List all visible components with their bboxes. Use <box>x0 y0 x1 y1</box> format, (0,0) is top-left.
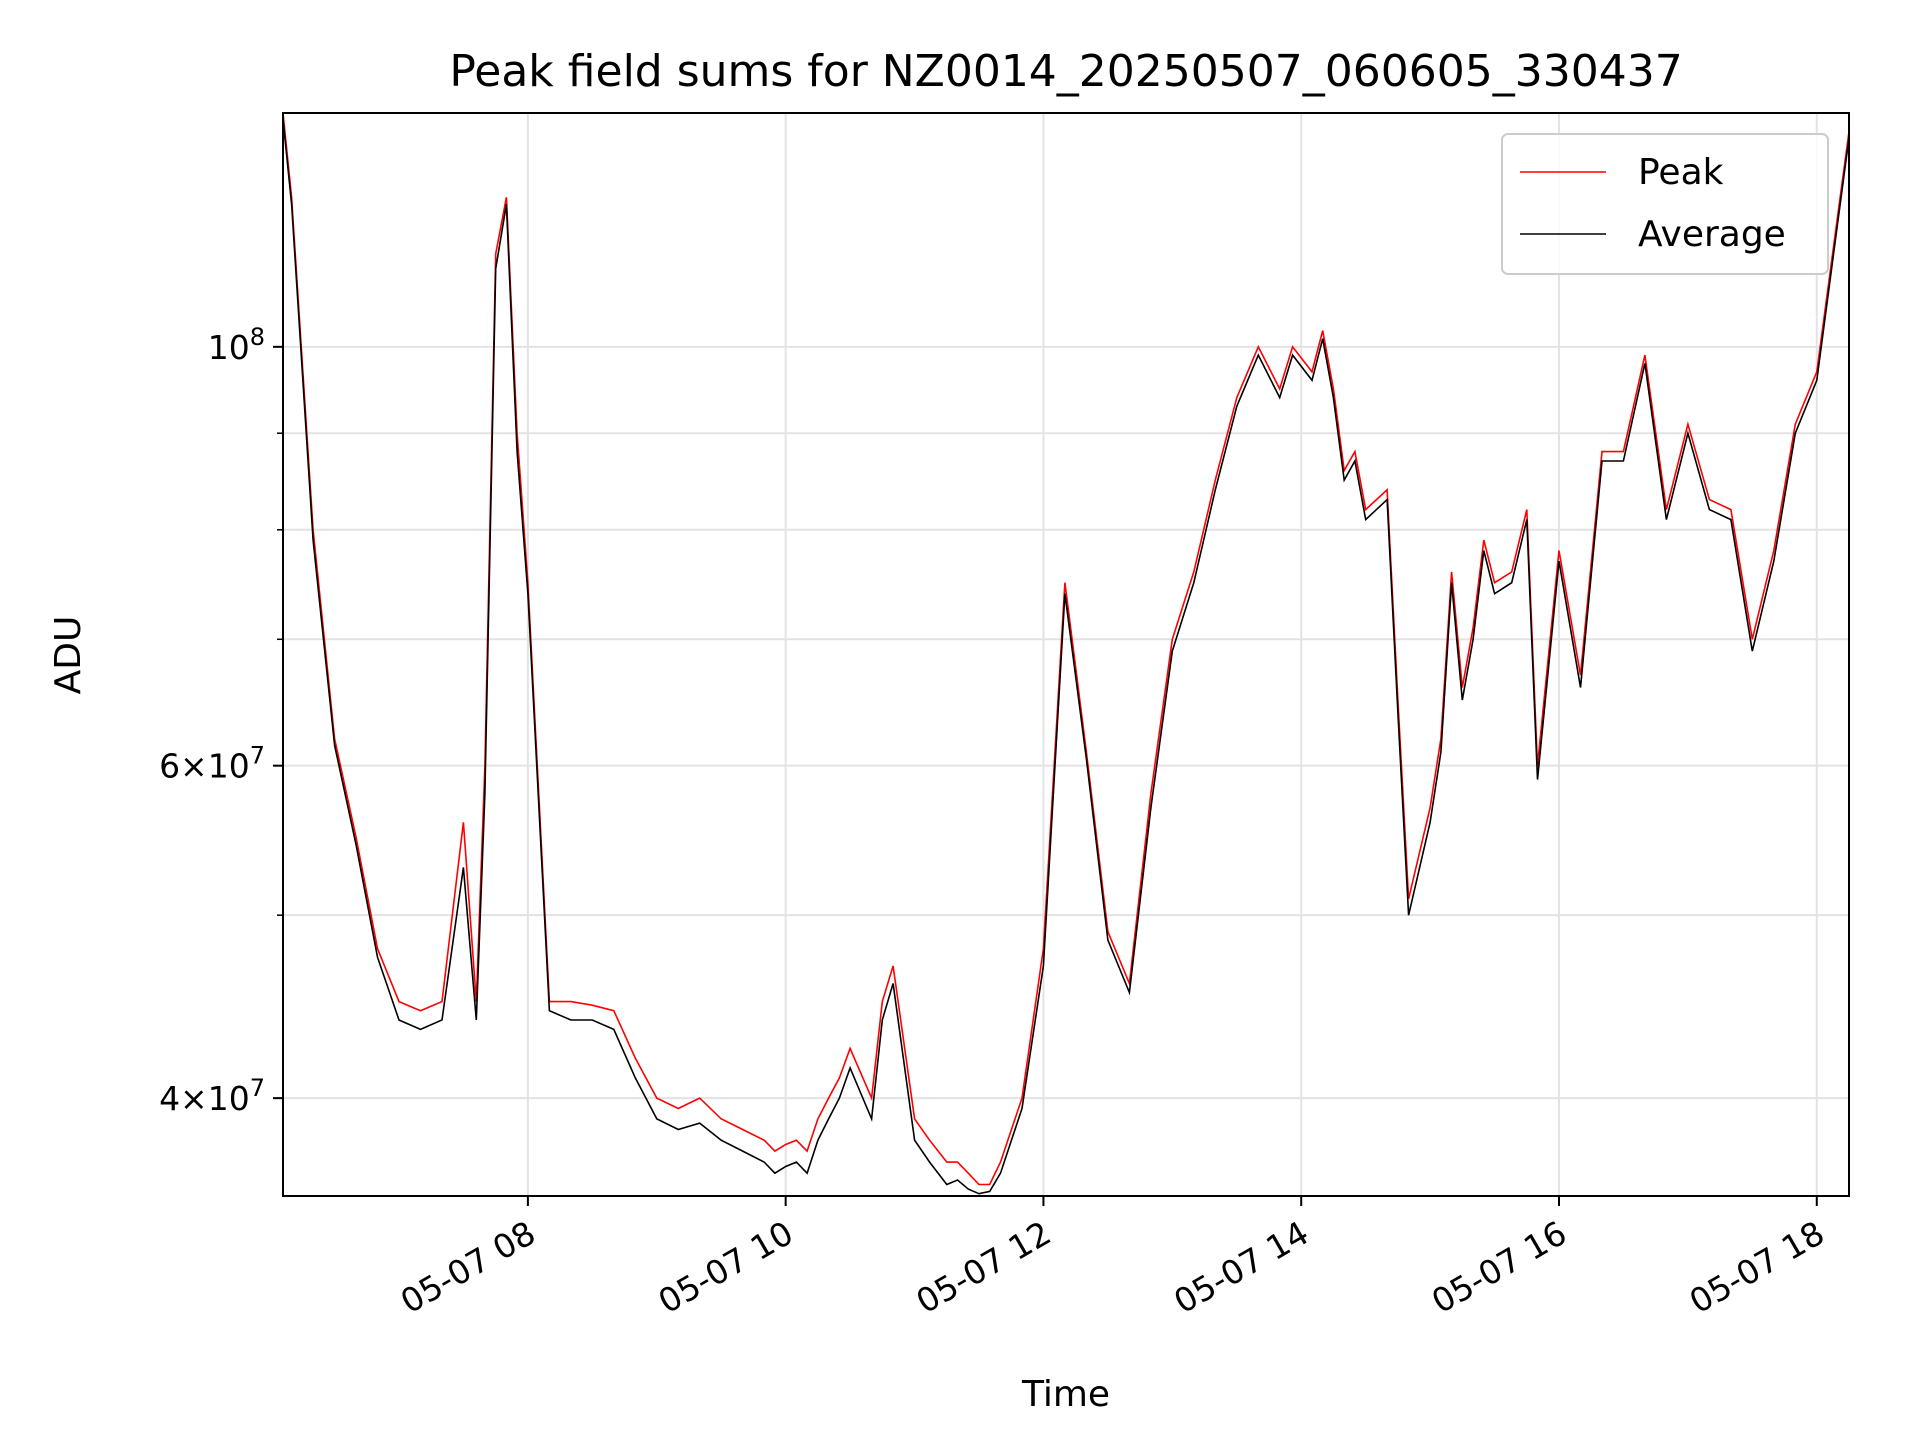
grid <box>283 113 1849 1196</box>
y-tick-label: 4×107 <box>159 1074 265 1118</box>
y-axis-ticks: 4×107 6×107 108 <box>159 323 283 1118</box>
plot-frame <box>282 112 1850 1197</box>
legend-label-peak: Peak <box>1638 152 1724 193</box>
legend-box <box>1501 133 1829 275</box>
y-axis-label: ADU <box>48 616 89 695</box>
legend-label-average: Average <box>1638 214 1786 255</box>
y-tick-label: 6×107 <box>159 742 265 786</box>
chart-title: Peak field sums for NZ0014_20250507_0606… <box>449 46 1682 97</box>
series-line-average <box>282 119 1850 1195</box>
series-layer <box>282 112 1850 1195</box>
x-axis-label: Time <box>1021 1374 1110 1415</box>
legend: Peak Average <box>1501 133 1829 275</box>
y-tick-label: 108 <box>208 323 265 367</box>
